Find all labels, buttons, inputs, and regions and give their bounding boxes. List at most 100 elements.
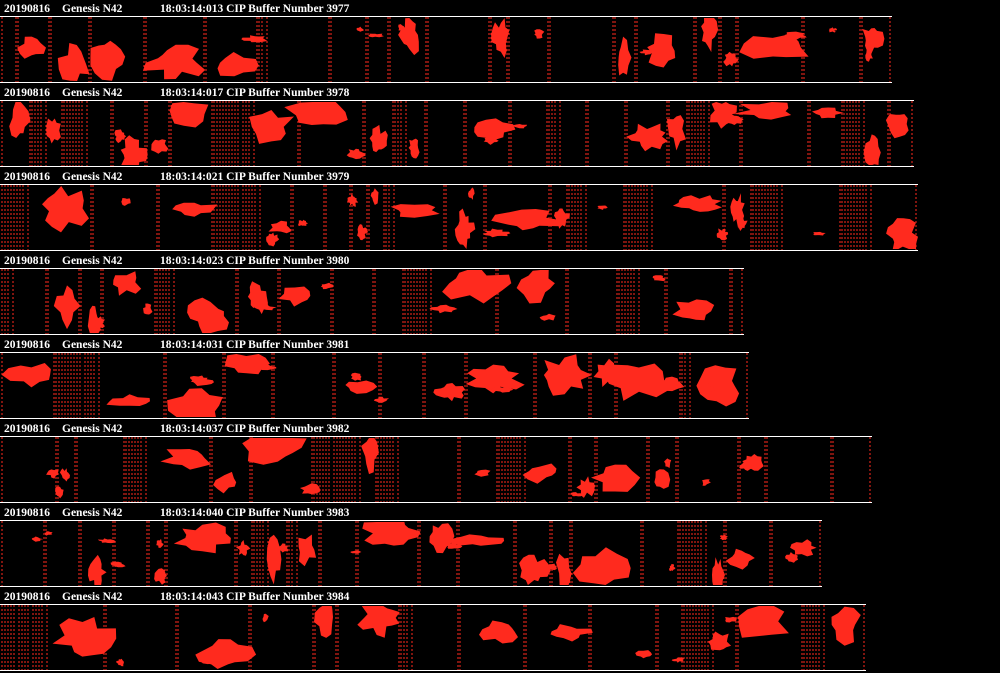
buffer-strip: 20190816 Genesis N42 18:03:14:017 CIP Bu… [0,84,1000,168]
particle-image [361,438,379,475]
particle-image [672,299,715,321]
strip-time: 18:03:14:031 CIP Buffer Number 3981 [160,338,349,352]
particle-image [113,271,142,296]
strip-header: 20190816 Genesis N42 18:03:14:031 CIP Bu… [4,338,349,352]
particle-image [483,137,499,145]
strip-header: 20190816 Genesis N42 18:03:14:037 CIP Bu… [4,422,349,436]
particle-image [429,304,458,314]
strip-time: 18:03:14:043 CIP Buffer Number 3984 [160,590,349,604]
strip-date: 20190816 [4,87,50,99]
particle-image [46,469,59,479]
particle-image [213,471,237,494]
particle-image [570,492,583,497]
strip-header: 20190816 Genesis N42 18:03:14:021 CIP Bu… [4,170,349,184]
particle-image [831,606,861,646]
particle-image [408,138,420,159]
strip-date: 20190816 [4,255,50,267]
particle-image [55,486,64,499]
strip-time-value: 18:03:14:013 [160,3,224,15]
particle-image [639,49,656,56]
particle-image [314,606,333,638]
strip-date: 20190816 [4,423,50,435]
particle-image [154,568,167,585]
particle-image [46,118,61,144]
particle-image [433,383,465,402]
particle-image [591,464,641,492]
strip-top-rule [0,436,872,437]
buffer-strip: 20190816 Genesis N42 18:03:14:040 CIP Bu… [0,504,1000,588]
particle-image [519,554,551,585]
buffer-strip: 20190816 Genesis N42 18:03:14:013 CIP Bu… [0,0,1000,84]
particle-image [373,396,389,403]
particle-image [828,27,837,33]
strip-bottom-rule [0,418,749,419]
particle-image [669,564,676,572]
particle-image [474,118,516,140]
particle-image [626,123,668,152]
particle-image [9,102,31,138]
particle-image [156,538,164,548]
particle-image [369,124,388,153]
particle-image [696,365,740,407]
particle-image [346,148,366,160]
strip-header: 20190816 Genesis N42 18:03:14:040 CIP Bu… [4,506,349,520]
strip-buffer-label: CIP Buffer Number 3982 [226,423,350,435]
particle-frames [1,17,891,82]
particle-frames [1,521,821,586]
particle-image [398,24,405,31]
strip-probe: Genesis N42 [62,507,123,519]
particle-image [143,303,153,315]
particle-image [224,354,270,375]
particle-image [120,135,148,165]
buffer-strip: 20190816 Genesis N42 18:03:14:031 CIP Bu… [0,336,1000,420]
particle-image [655,376,685,392]
strip-top-rule [0,520,822,521]
particle-image [664,458,672,468]
particle-image [390,204,440,218]
particle-image [534,29,545,39]
strip-time-value: 18:03:14:017 [160,87,224,99]
strip-probe: Genesis N42 [62,591,123,603]
particle-image [543,354,592,396]
particle-image [254,364,277,371]
strip-time: 18:03:14:017 CIP Buffer Number 3978 [160,86,349,100]
strip-time-value: 18:03:14:023 [160,255,224,267]
particle-image [242,438,307,465]
particle-image [42,186,89,233]
strip-buffer-label: CIP Buffer Number 3980 [226,255,350,267]
particle-image [635,650,653,659]
particle-image [368,33,384,38]
particle-image [572,547,631,585]
particle-image [253,303,277,311]
strip-header: 20190816 Genesis N42 18:03:14:017 CIP Bu… [4,86,349,100]
particle-image [465,364,525,394]
particle-image [554,208,570,229]
particle-image [262,613,269,623]
particle-image [277,543,289,553]
strip-bottom-rule [0,502,872,503]
strip-date: 20190816 [4,3,50,15]
particle-image [482,228,511,238]
strip-buffer-label: CIP Buffer Number 3984 [226,591,350,603]
strip-date: 20190816 [4,171,50,183]
particle-image [429,523,455,554]
particle-image [479,620,518,644]
particle-image [356,26,364,32]
particle-image [57,43,90,81]
particle-image [357,606,400,638]
strip-bottom-rule [0,250,918,251]
particle-image [712,557,725,585]
particle-image [454,208,476,249]
strip-date: 20190816 [4,339,50,351]
strip-time-value: 18:03:14:031 [160,339,224,351]
strip-bottom-rule [0,586,822,587]
particle-image [556,553,572,585]
particle-image [785,552,798,563]
strip-probe: Genesis N42 [62,339,123,351]
particle-image [53,285,81,330]
strip-time-value: 18:03:14:021 [160,171,224,183]
particle-image [708,631,732,651]
particle-image [114,129,127,144]
particle-image [235,540,251,556]
particle-image [732,102,792,120]
